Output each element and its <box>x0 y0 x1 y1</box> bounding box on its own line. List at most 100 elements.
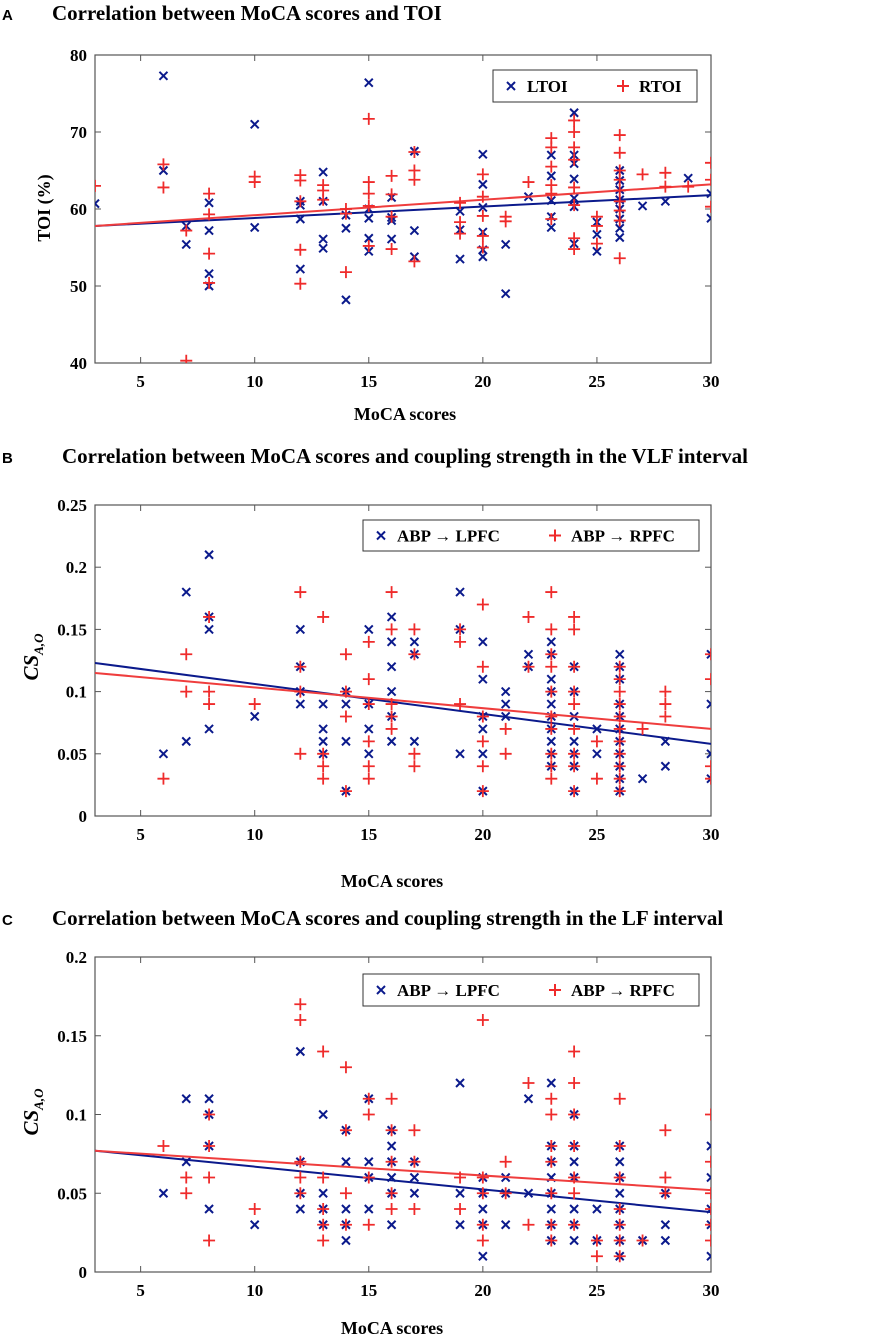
panel-c-point-right <box>659 1171 672 1184</box>
panel-c-point-right <box>613 1203 626 1215</box>
panel-a-legend-marker-right <box>617 80 629 92</box>
panel-a-point-left <box>95 198 100 209</box>
panel-c-xtick-label: 20 <box>474 1281 491 1300</box>
panel-a-legend-label-left: LTOI <box>527 77 568 96</box>
panel-a-xtick-label: 5 <box>136 372 145 391</box>
panel-a-point-left <box>478 252 488 262</box>
panel-b-xtick-label: 30 <box>703 825 720 844</box>
panel-c-point-right <box>545 1092 558 1105</box>
panel-a-point-right <box>408 146 421 159</box>
panel-a-point-right <box>613 184 626 197</box>
panel-b-point-right <box>454 623 467 636</box>
panel-a-point-left <box>455 254 465 264</box>
panel-b-fit-line-left <box>95 661 711 745</box>
panel-a-point-left <box>364 213 374 223</box>
panel-c-point-right <box>362 1108 375 1121</box>
panel-b-legend-marker-left <box>376 530 386 541</box>
panel-a-point-left <box>364 78 374 88</box>
panel-b-ytick-label: 0 <box>79 807 88 826</box>
panel-a-ylabel: TOI (%) <box>34 174 55 241</box>
panel-b-point-right <box>362 772 375 785</box>
panel-b-point-left <box>500 699 511 709</box>
panel-c-ylabel-sub: A,O <box>31 1088 46 1111</box>
panel-c-point-right <box>545 1108 558 1121</box>
panel-b-title: Correlation between MoCA scores and coup… <box>62 444 748 468</box>
panel-b-xtick-label: 15 <box>360 825 377 844</box>
panel-a-point-left <box>500 239 511 250</box>
panel-a-plot-area <box>95 71 711 363</box>
panel-c-point-right <box>545 1218 558 1231</box>
panel-a-point-right <box>248 176 261 189</box>
panel-c-point-right <box>385 1155 398 1168</box>
panel-a-ytick-label: 50 <box>70 277 87 296</box>
panel-c-point-right <box>248 1203 261 1215</box>
panel-b-legend-marker-right <box>549 529 561 542</box>
panel-a-point-right <box>339 207 352 220</box>
panel-a-point-right <box>476 190 489 203</box>
panel-b-point-right <box>659 698 672 711</box>
panel-a-point-left <box>706 213 711 223</box>
panel-b-point-right <box>568 685 581 698</box>
panel-c-point-left <box>569 1235 579 1246</box>
panel-c-point-right <box>408 1155 421 1168</box>
panel-b-point-right <box>203 685 216 698</box>
panel-c-point-right <box>294 1014 307 1026</box>
panel-a-point-left <box>569 193 579 203</box>
panel-c-point-right <box>545 1187 558 1200</box>
panel-c-ytick-label: 0.05 <box>57 1184 87 1203</box>
panel-a-point-right <box>568 181 581 194</box>
panel-a-point-right <box>476 168 489 181</box>
panel-c-point-right <box>294 1155 307 1168</box>
panel-c-ytick-label: 0.15 <box>57 1027 87 1046</box>
panel-c-point-left <box>158 1188 169 1198</box>
panel-b-point-right <box>317 610 330 623</box>
panel-c-point-right <box>590 1250 603 1263</box>
panel-c-point-left <box>364 1157 374 1167</box>
panel-c-point-right <box>705 1187 711 1200</box>
panel-a-point-right <box>339 266 352 279</box>
panel-b-point-right <box>362 635 375 648</box>
panel-b-point-right <box>613 747 626 760</box>
panel-b-point-left <box>386 736 397 747</box>
panel-b-point-left <box>615 649 625 659</box>
panel-a-point-left <box>592 246 602 257</box>
panel-b-point-right <box>522 610 535 623</box>
panel-b-point-right <box>705 673 711 686</box>
panel-a-point-right <box>568 114 581 127</box>
panel-a-point-right <box>157 181 170 194</box>
panel-b-legend-box <box>362 519 700 552</box>
panel-c-point-right <box>613 1140 626 1152</box>
panel-c-point-right <box>545 1140 558 1152</box>
panel-c-point-right <box>339 1124 352 1137</box>
panel-b-point-right <box>362 735 375 748</box>
panel-b-point-right <box>522 660 535 673</box>
panel-b-point-right <box>180 648 193 661</box>
panel-a-point-left <box>546 171 557 181</box>
panel-a-point-right <box>294 195 307 208</box>
panel-a-point-left <box>706 188 711 199</box>
panel-b-xtick-label: 10 <box>246 825 263 844</box>
panel-c-point-right <box>568 1077 581 1089</box>
panel-c-point-right <box>203 1108 216 1121</box>
panel-a-point-right <box>203 187 216 200</box>
panel-a-point-left <box>478 179 488 190</box>
panel-b-point-right <box>339 785 352 798</box>
panel-b-point-left <box>318 736 328 747</box>
panel-c-point-left <box>409 1188 420 1198</box>
panel-a-point-right <box>613 214 626 227</box>
panel-b-point-left <box>523 649 534 659</box>
panel-b-point-right <box>613 760 626 773</box>
panel-b-point-right <box>545 660 558 673</box>
panel-b-point-right <box>613 785 626 798</box>
panel-a-point-right <box>180 354 193 363</box>
panel-a-point-right <box>613 252 626 265</box>
panel-b-ylabel-main: CS <box>19 655 43 681</box>
panel-c-point-right <box>568 1045 581 1058</box>
panel-b-point-right <box>294 685 307 698</box>
panel-a-point-left <box>204 225 214 236</box>
panel-b-point-left <box>706 649 711 659</box>
panel-b-point-right <box>545 772 558 785</box>
panel-b-point-left <box>295 699 306 709</box>
panel-c-point-right <box>203 1140 216 1152</box>
panel-b-point-right <box>385 586 398 599</box>
